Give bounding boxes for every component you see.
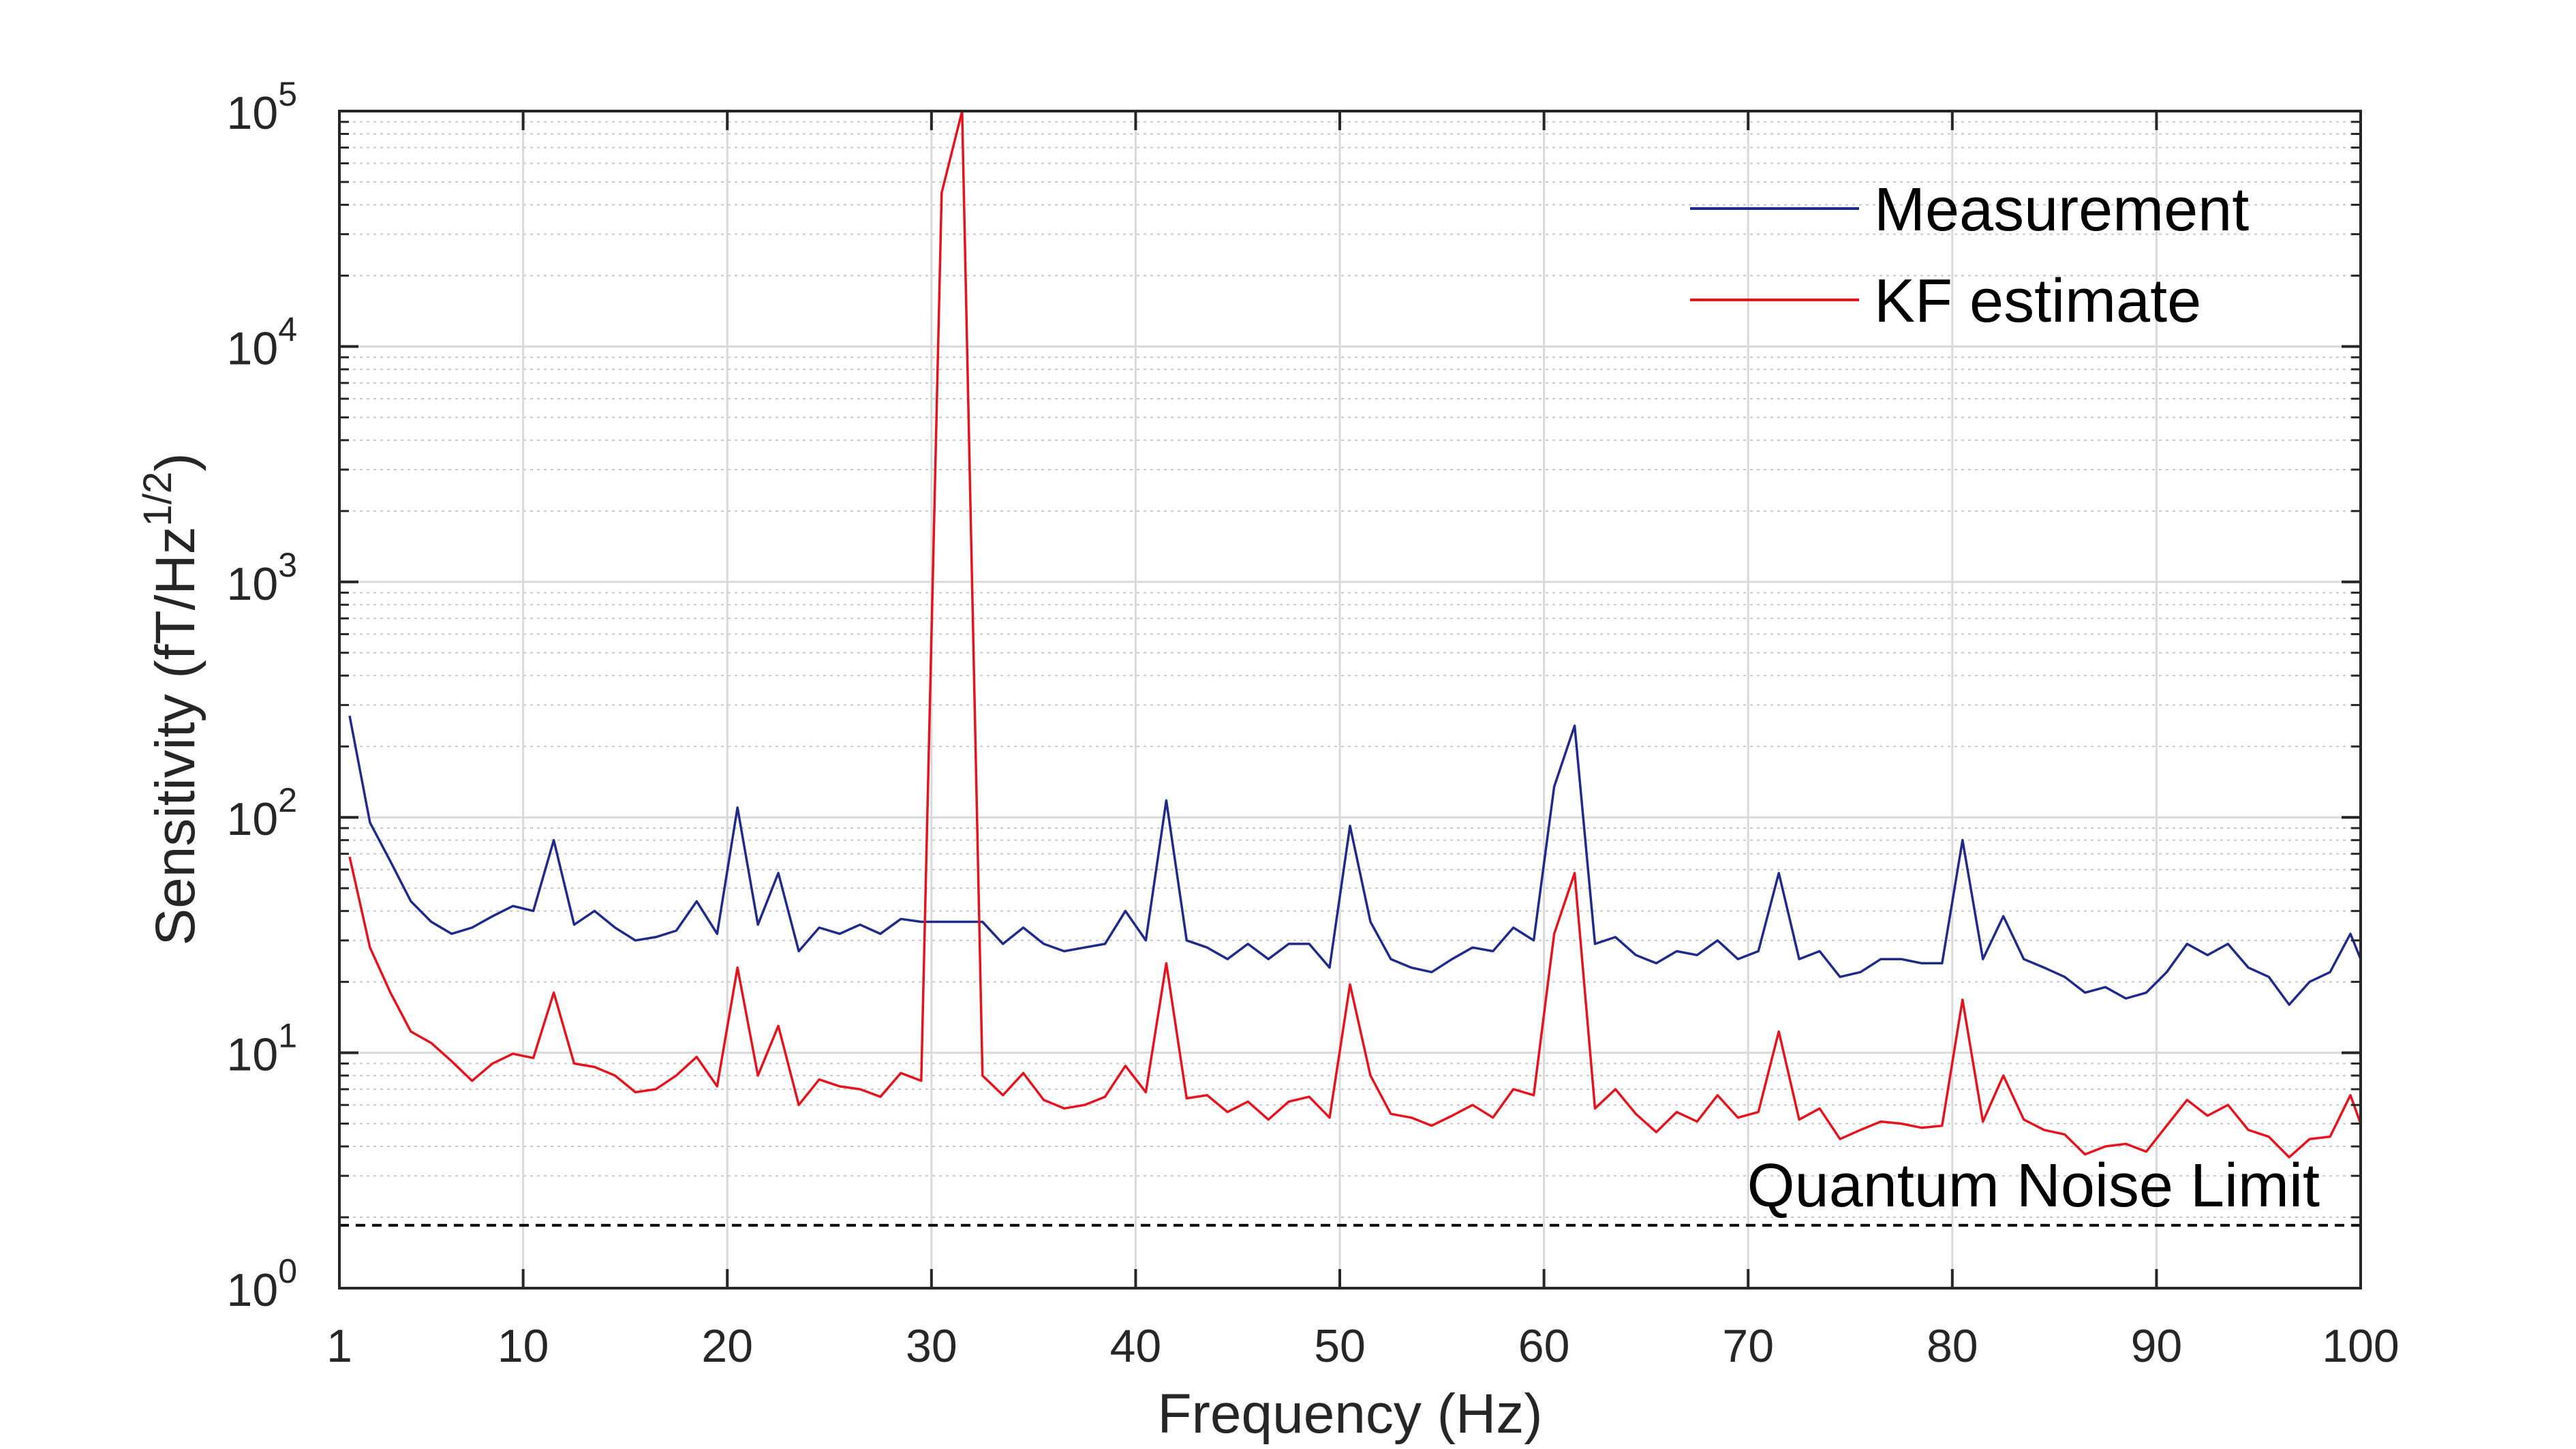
series-line-kf-estimate — [348, 110, 2362, 1159]
y-tick-exponent: 3 — [278, 546, 297, 584]
y-tick-exponent: 0 — [278, 1252, 297, 1290]
x-tick-label: 60 — [1518, 1320, 1570, 1372]
y-tick-base: 10 — [227, 793, 279, 845]
y-axis-label-sup: 1/2 — [136, 472, 180, 527]
axis-ticks — [338, 110, 2362, 1290]
quantum-noise-limit: Quantum Noise Limit — [339, 1152, 2361, 1227]
y-tick-exponent: 1 — [278, 1017, 297, 1055]
y-tick-base: 10 — [227, 322, 279, 374]
y-tick-label: 103 — [227, 546, 297, 610]
x-tick-label: 10 — [497, 1320, 549, 1372]
y-tick-base: 10 — [227, 87, 279, 139]
y-tick-label: 101 — [227, 1017, 297, 1081]
y-tick-label: 105 — [227, 75, 297, 139]
x-tick-label: 40 — [1110, 1320, 1162, 1372]
y-tick-exponent: 4 — [278, 310, 297, 348]
x-tick-label: 20 — [701, 1320, 753, 1372]
quantum-noise-limit-label: Quantum Noise Limit — [1747, 1152, 2320, 1220]
y-tick-base: 10 — [227, 1029, 279, 1081]
x-tick-label: 30 — [906, 1320, 957, 1372]
x-tick-label: 90 — [2131, 1320, 2183, 1372]
y-axis-label: Sensitivity (fT/Hz1/2) — [136, 453, 206, 945]
x-axis-label: Frequency (Hz) — [1157, 1383, 1542, 1445]
legend-label-kf-estimate: KF estimate — [1874, 267, 2201, 335]
x-tick-label: 80 — [1927, 1320, 1978, 1372]
y-axis-label-end: ) — [144, 453, 206, 471]
x-tick-label: 70 — [1722, 1320, 1774, 1372]
plot-area — [339, 111, 2361, 1288]
y-tick-exponent: 2 — [278, 781, 297, 819]
legend: Measurement KF estimate — [1690, 176, 2249, 335]
x-tick-label: 1 — [326, 1320, 352, 1372]
plot-frame — [338, 110, 2362, 1290]
y-axis-label-base: Sensitivity (fT/Hz — [144, 526, 206, 945]
y-tick-label: 104 — [227, 310, 297, 374]
y-tick-base: 10 — [227, 1264, 279, 1316]
legend-label-measurement: Measurement — [1874, 176, 2249, 244]
y-tick-exponent: 5 — [278, 75, 297, 113]
y-tick-base: 10 — [227, 558, 279, 610]
x-tick-label: 50 — [1314, 1320, 1366, 1372]
series-lines — [348, 110, 2362, 1159]
y-tick-label: 100 — [227, 1252, 297, 1316]
series-line-measurement — [348, 715, 2362, 1006]
x-tick-label: 100 — [2322, 1320, 2399, 1372]
minor-grid — [339, 121, 2361, 1219]
x-tick-labels: 1 10 20 30 40 50 60 70 80 90 100 — [326, 1320, 2399, 1372]
y-tick-label: 102 — [227, 781, 297, 845]
